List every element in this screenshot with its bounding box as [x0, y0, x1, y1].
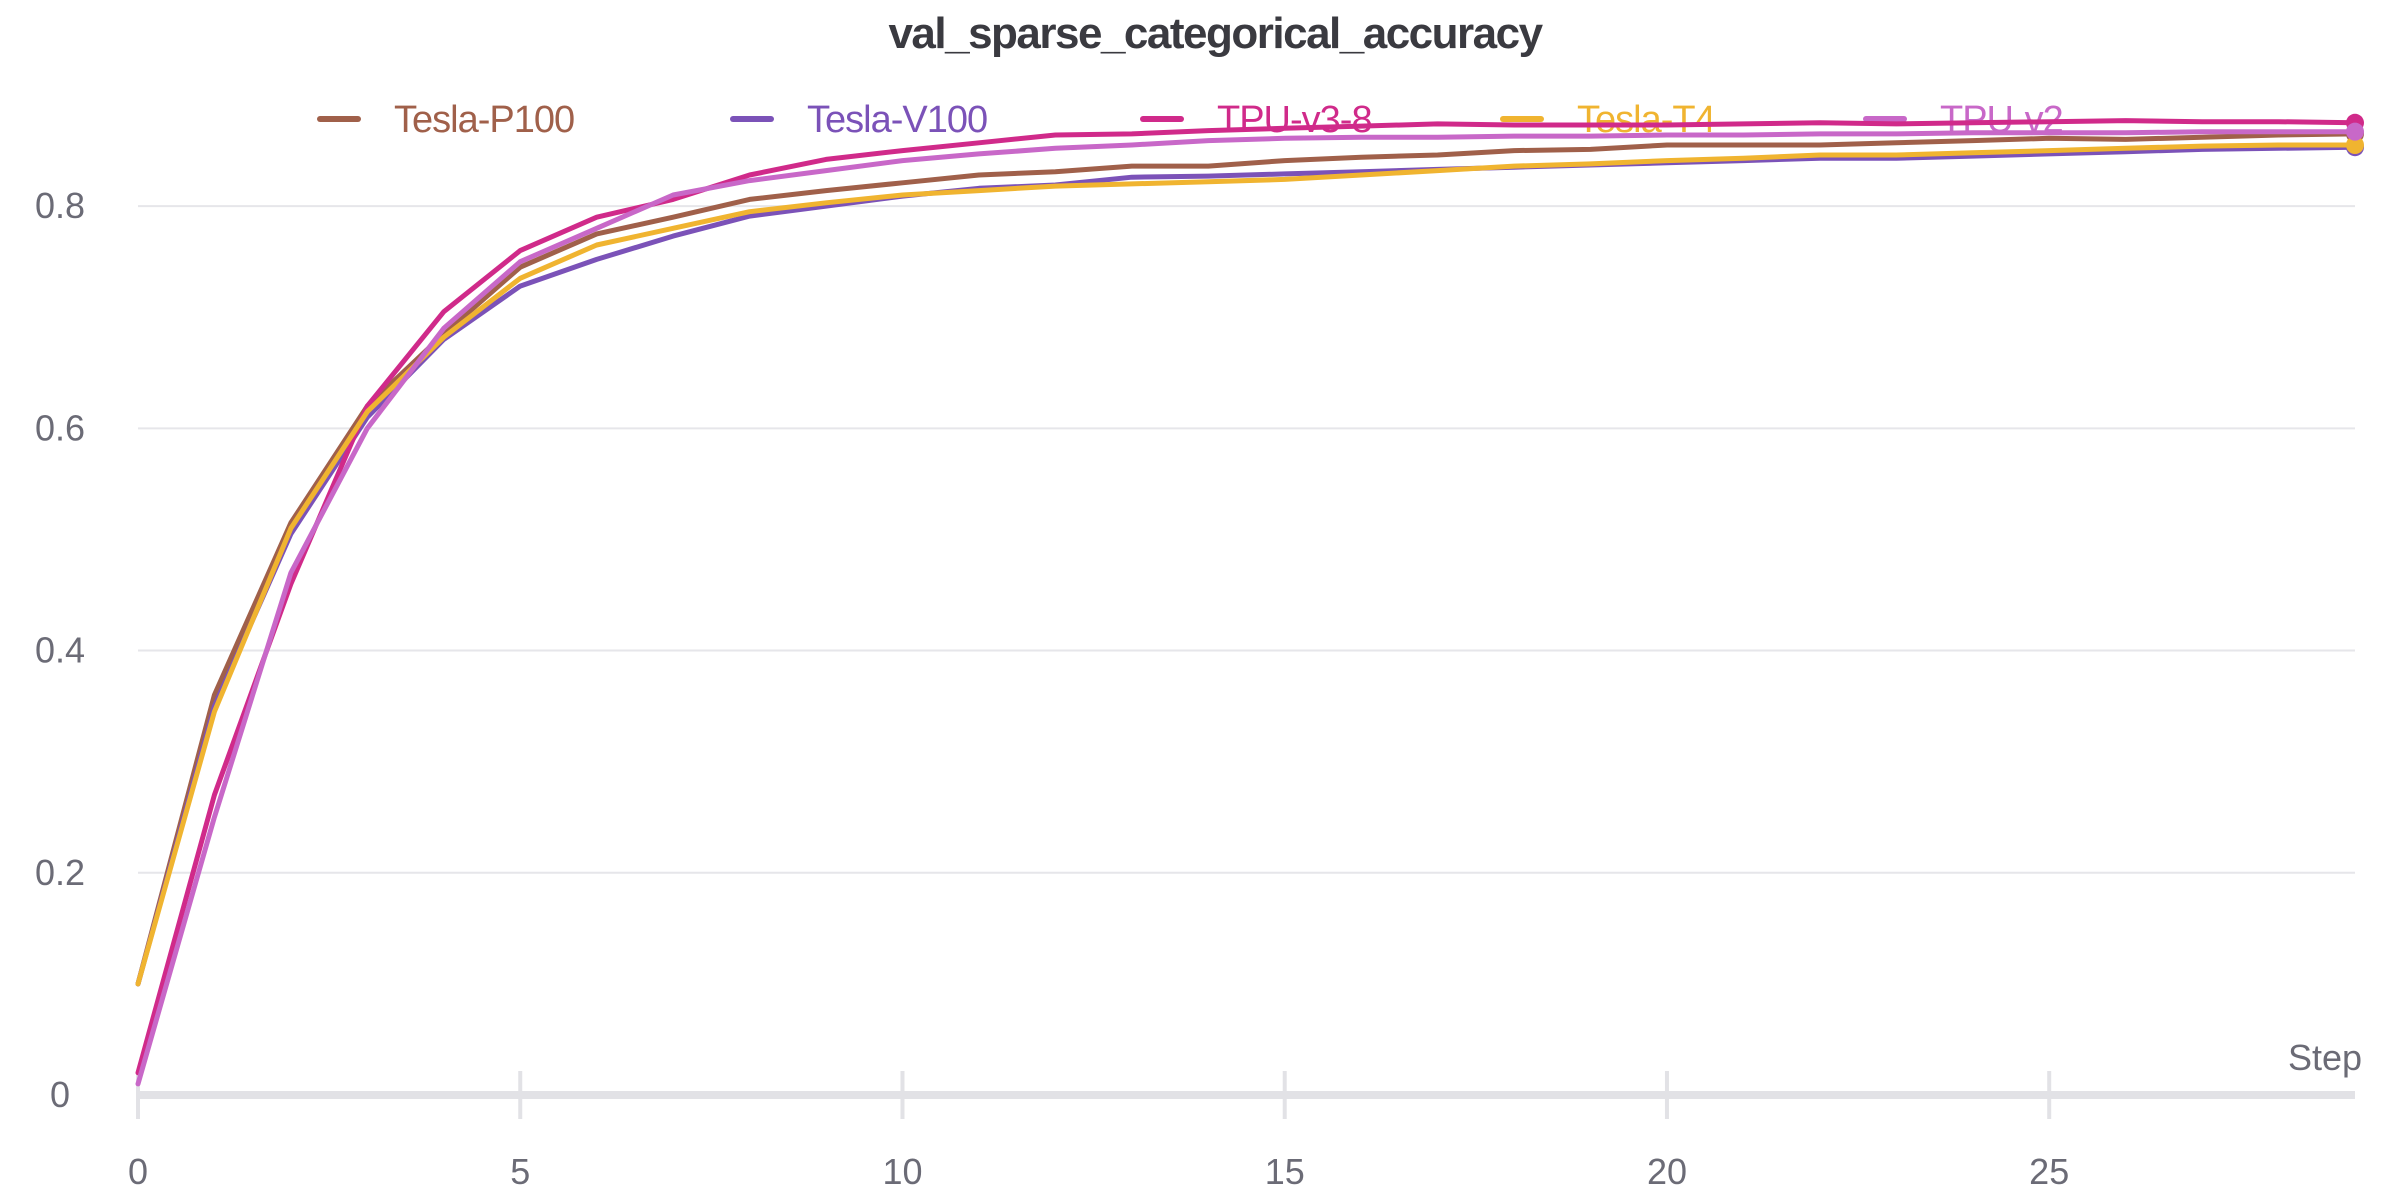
series-end-marker[interactable]	[2346, 136, 2364, 154]
y-axis: 0 0.2 0.4 0.6 0.8	[35, 185, 85, 1115]
x-tick-label: 5	[510, 1151, 530, 1192]
x-tick-label: 20	[1647, 1151, 1687, 1192]
series-end-marker[interactable]	[2346, 122, 2364, 141]
legend-item[interactable]: TPU-v3-8	[1140, 99, 1373, 141]
gridlines	[138, 205, 2355, 874]
x-tick-label: 25	[2029, 1151, 2069, 1192]
legend-item[interactable]: Tesla-P100	[317, 99, 575, 141]
legend-label: Tesla-V100	[807, 99, 987, 141]
series-group	[135, 113, 2364, 1087]
legend-label: TPU-v3-8	[1217, 99, 1372, 141]
y-tick-label: 0.4	[35, 630, 85, 671]
series-line[interactable]	[135, 142, 2358, 987]
y-tick-label: 0.8	[35, 185, 85, 226]
x-tick-label: 15	[1265, 1151, 1305, 1192]
series-Tesla-V100	[135, 138, 2364, 987]
x-tick-label: 10	[882, 1151, 922, 1192]
chart-title: val_sparse_categorical_accuracy	[888, 9, 1543, 58]
series-Tesla-T4	[135, 136, 2364, 987]
legend-label: Tesla-P100	[394, 99, 574, 141]
series-line[interactable]	[135, 131, 2358, 987]
series-TPU-v2	[135, 122, 2364, 1087]
series-line[interactable]	[135, 118, 2358, 1076]
series-line[interactable]	[135, 144, 2358, 987]
y-tick-label: 0.2	[35, 852, 85, 893]
x-axis: 0 5 10 15 20 25	[128, 1071, 2355, 1192]
y-tick-label: 0.6	[35, 407, 85, 448]
series-TPU-v3-8	[135, 113, 2364, 1076]
series-Tesla-P100	[135, 124, 2364, 987]
x-tick-label: 0	[128, 1151, 148, 1192]
y-tick-label: 0	[50, 1074, 70, 1115]
series-line[interactable]	[135, 129, 2358, 1087]
legend-item[interactable]: Tesla-V100	[730, 99, 988, 141]
x-axis-title: Step	[2288, 1037, 2362, 1078]
